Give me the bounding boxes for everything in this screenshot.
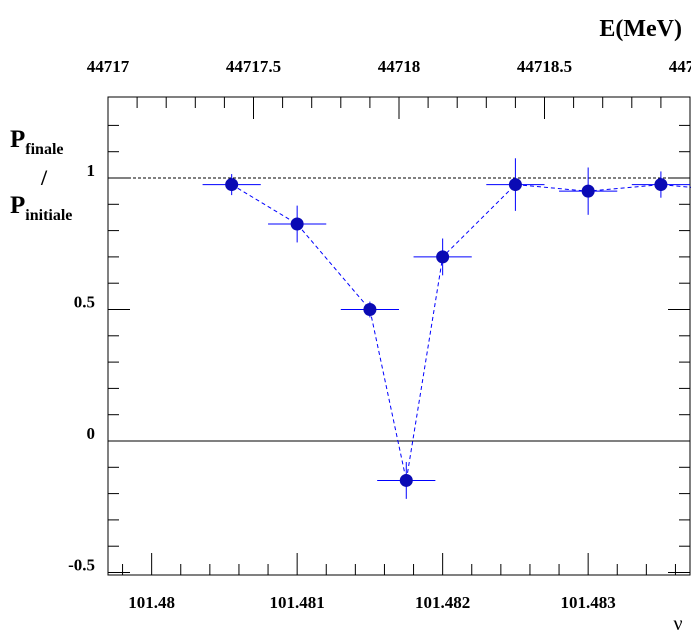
y-tick-label: 0.5: [74, 293, 95, 312]
y-title-top-sub: finale: [25, 141, 63, 158]
top-tick-label: 44719: [669, 57, 691, 76]
data-point: [363, 303, 377, 316]
data-point: [654, 178, 668, 192]
y-title-top-main: P: [10, 126, 25, 153]
y-title-bottom-main: P: [10, 192, 25, 219]
y-title-slash: /: [40, 165, 48, 190]
svg-text:Pfinale: Pfinale: [10, 126, 64, 158]
data-point: [436, 250, 450, 264]
x-tick-label: 101.48: [128, 593, 175, 612]
top-tick-label: 44717.5: [226, 57, 281, 76]
tick-labels: 101.48101.481101.482101.483101.483447174…: [68, 57, 691, 612]
y-tick-label: 0: [87, 424, 96, 443]
top-tick-label: 44717: [87, 57, 130, 76]
frame-group: [107, 96, 691, 576]
top-axis-title: E(MeV): [599, 16, 682, 42]
data-point: [581, 184, 595, 198]
plot-frame: [107, 96, 691, 576]
y-axis-title: Pfinale / Pinitiale: [10, 126, 72, 224]
data-series: [202, 158, 691, 499]
x-axis-title: ν: [673, 613, 682, 633]
ticks: [107, 97, 691, 575]
y-title-bottom-sub: initiale: [25, 207, 72, 224]
data-point: [399, 473, 413, 487]
svg-text:Pinitiale: Pinitiale: [10, 192, 72, 224]
y-tick-label: -0.5: [68, 556, 95, 575]
top-tick-label: 44718: [378, 57, 421, 76]
x-tick-label: 101.482: [415, 593, 470, 612]
data-point: [290, 217, 304, 231]
x-tick-label: 101.483: [561, 593, 616, 612]
x-tick-label: 101.481: [270, 593, 325, 612]
top-tick-label: 44718.5: [517, 57, 572, 76]
data-point: [225, 178, 239, 192]
data-point: [508, 178, 522, 192]
y-tick-label: 1: [87, 161, 96, 180]
reference-lines: [108, 177, 690, 442]
